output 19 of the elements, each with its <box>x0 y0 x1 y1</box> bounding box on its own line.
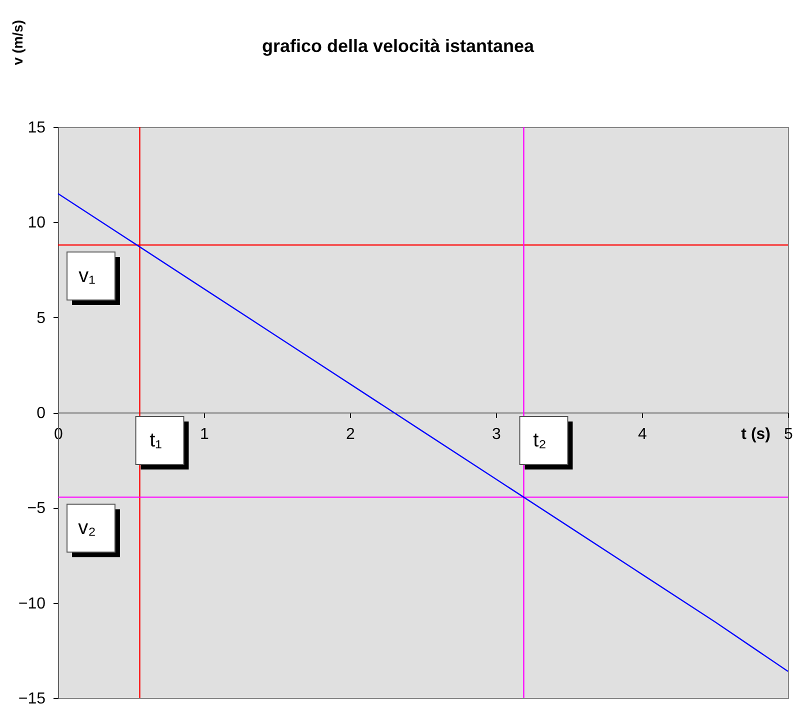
ref-line-label: t₂ <box>533 430 546 452</box>
y-tick-label: −15 <box>18 690 46 705</box>
x-tick-label: 1 <box>200 426 210 443</box>
x-tick-label: 4 <box>638 426 648 443</box>
x-tick-label: 5 <box>784 426 793 443</box>
x-axis-title: t (s) <box>741 426 770 443</box>
x-tick-label: 2 <box>346 426 356 443</box>
chart-title: grafico della velocità istantanea <box>262 36 536 56</box>
x-tick-label: 3 <box>492 426 502 443</box>
y-tick-label: 10 <box>28 214 46 232</box>
y-tick-label: 5 <box>36 310 46 327</box>
ref-line-label: v₂ <box>78 517 96 540</box>
ref-line-label: v₁ <box>78 265 96 288</box>
y-axis-title: v (m/s) <box>10 20 26 66</box>
y-tick-label: 15 <box>28 120 46 136</box>
y-tick-label: −10 <box>18 595 46 612</box>
ref-line-label: t₁ <box>150 430 162 452</box>
y-tick-label: −5 <box>27 500 46 518</box>
y-tick-label: 0 <box>36 405 46 422</box>
